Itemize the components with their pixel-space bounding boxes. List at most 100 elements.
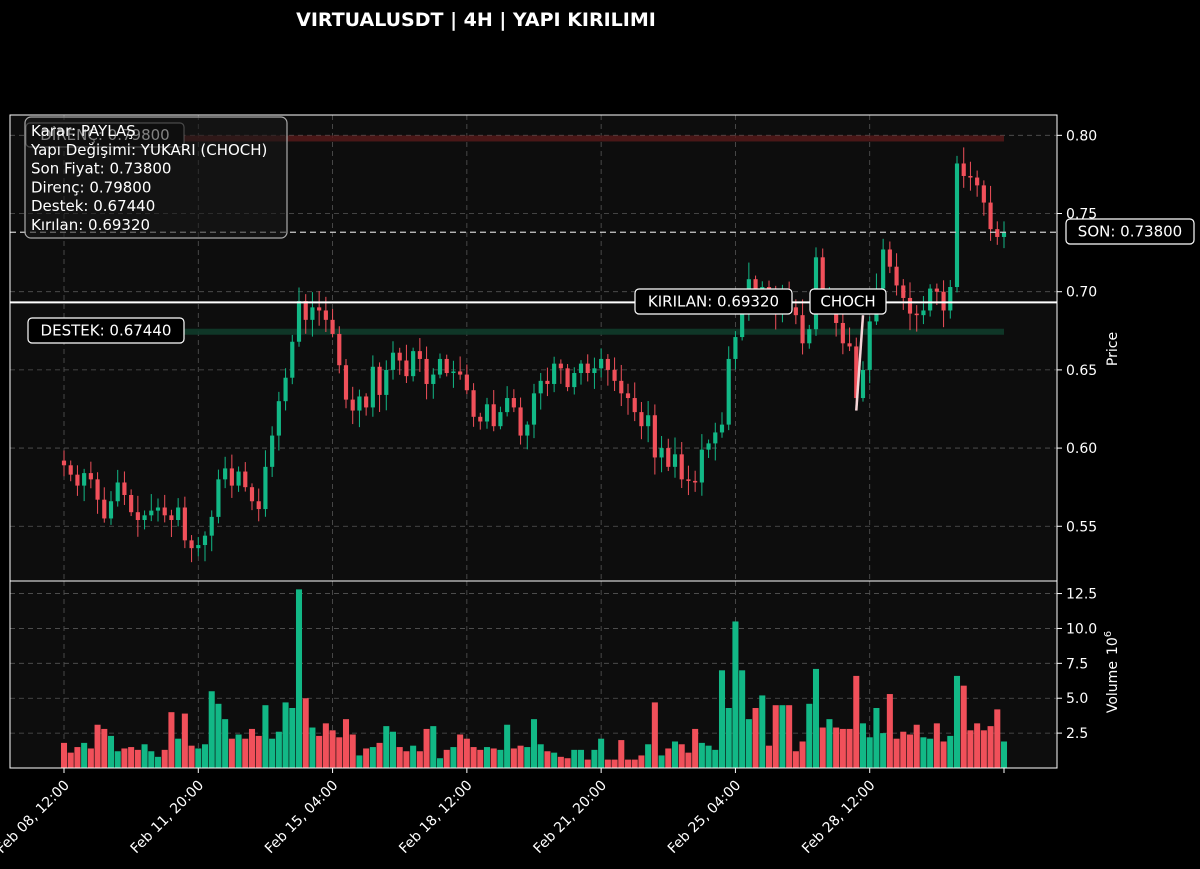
volume-bar: [530, 719, 538, 768]
candle-body: [357, 396, 362, 411]
volume-tick-label: 7.5: [1066, 656, 1088, 672]
volume-bar: [289, 707, 296, 768]
candle-body: [149, 510, 154, 516]
volume-bar: [812, 668, 820, 768]
volume-bar: [893, 738, 900, 768]
volume-bar: [201, 744, 209, 768]
volume-bar: [510, 748, 517, 768]
candle-body: [216, 479, 221, 517]
volume-bar: [215, 703, 222, 768]
volume-bar: [175, 738, 182, 768]
candle-body: [538, 380, 543, 394]
volume-bar: [725, 707, 732, 768]
volume-bar: [604, 759, 611, 768]
volume-series: [60, 589, 1008, 768]
volume-bar: [611, 759, 618, 768]
info-line3: Son Fiyat: 0.73800: [31, 160, 171, 178]
volume-bar: [504, 724, 511, 768]
candle-body: [169, 515, 174, 521]
candle-body: [129, 494, 134, 513]
candle-body: [404, 360, 409, 377]
volume-bar: [356, 755, 363, 768]
candle-body: [431, 374, 436, 384]
volume-bar: [242, 738, 249, 768]
last-price-label-box: [1065, 218, 1195, 245]
volume-bar: [718, 670, 726, 768]
candle-body: [619, 380, 624, 394]
candle-body: [699, 449, 704, 483]
candle-body: [847, 343, 852, 347]
volume-bar: [698, 742, 705, 768]
volume-bar: [591, 749, 598, 768]
volume-bar: [436, 758, 444, 768]
volume-bar: [349, 734, 356, 768]
volume-bar: [577, 749, 585, 768]
volume-bar: [826, 719, 833, 768]
volume-bar: [282, 702, 289, 768]
candlestick-series: [61, 147, 1007, 563]
volume-bar: [994, 709, 1001, 768]
candle-body: [625, 393, 631, 399]
broken-level-label-text: KIRILAN: 0.69320: [648, 293, 779, 311]
candle-body: [108, 501, 114, 519]
info-line6: Kırılan: 0.69320: [31, 216, 150, 234]
volume-tick-label: 2.5: [1066, 726, 1088, 742]
volume-bar: [980, 730, 987, 768]
volume-tick-label: 10.0: [1066, 621, 1097, 637]
candle-body: [679, 454, 684, 480]
price-tick-label: 0.55: [1066, 519, 1097, 535]
choch-label-box: [809, 288, 887, 315]
volume-bar: [255, 735, 262, 768]
volume-bar: [886, 694, 893, 768]
volume-bar: [685, 752, 692, 768]
volume-bar: [490, 748, 497, 768]
volume-bar: [678, 744, 685, 768]
support-label-box: [27, 317, 185, 344]
candle-body: [424, 358, 429, 384]
volume-bar: [745, 719, 752, 768]
volume-bar: [302, 698, 309, 768]
volume-bar: [235, 734, 242, 768]
volume-bar: [128, 747, 135, 768]
volume-bar: [60, 742, 68, 768]
volume-panel-frame: [9, 580, 1058, 769]
volume-bar: [947, 735, 954, 768]
candle-body: [323, 310, 328, 320]
candle-body: [914, 313, 919, 316]
candle-body: [901, 285, 906, 298]
candle-body: [478, 416, 483, 422]
price-axis: 0.550.600.650.700.750.80: [1057, 128, 1097, 535]
info-line4: Direnç: 0.79800: [31, 178, 151, 196]
candle-body: [411, 351, 416, 377]
candle-body: [820, 257, 825, 298]
candle-body: [276, 401, 281, 436]
candle-body: [162, 507, 167, 516]
volume-bar: [430, 726, 437, 768]
candle-body: [887, 249, 892, 267]
volume-bar: [222, 719, 229, 768]
volume-bar: [624, 759, 632, 768]
volume-bar: [74, 747, 81, 768]
volume-bar: [457, 734, 464, 768]
volume-tick-label: 5.0: [1066, 691, 1088, 707]
candle-body: [968, 175, 973, 178]
candle-body: [115, 482, 120, 502]
candle-body: [881, 249, 886, 289]
candle-body: [981, 185, 986, 203]
candle-body: [303, 301, 308, 320]
candle-body: [202, 535, 208, 546]
volume-bar: [389, 731, 397, 768]
candle-body: [907, 297, 913, 314]
candle-body: [390, 352, 396, 370]
candle-body: [921, 310, 926, 316]
support-label-text: DESTEK: 0.67440: [41, 322, 172, 340]
candle-body: [975, 177, 980, 186]
volume-bar: [383, 726, 390, 768]
volume-bar: [732, 621, 739, 768]
volume-axis-base: 10: [1105, 637, 1121, 655]
candle-body: [243, 471, 248, 488]
volume-bar: [759, 695, 766, 768]
volume-bar: [712, 749, 719, 768]
